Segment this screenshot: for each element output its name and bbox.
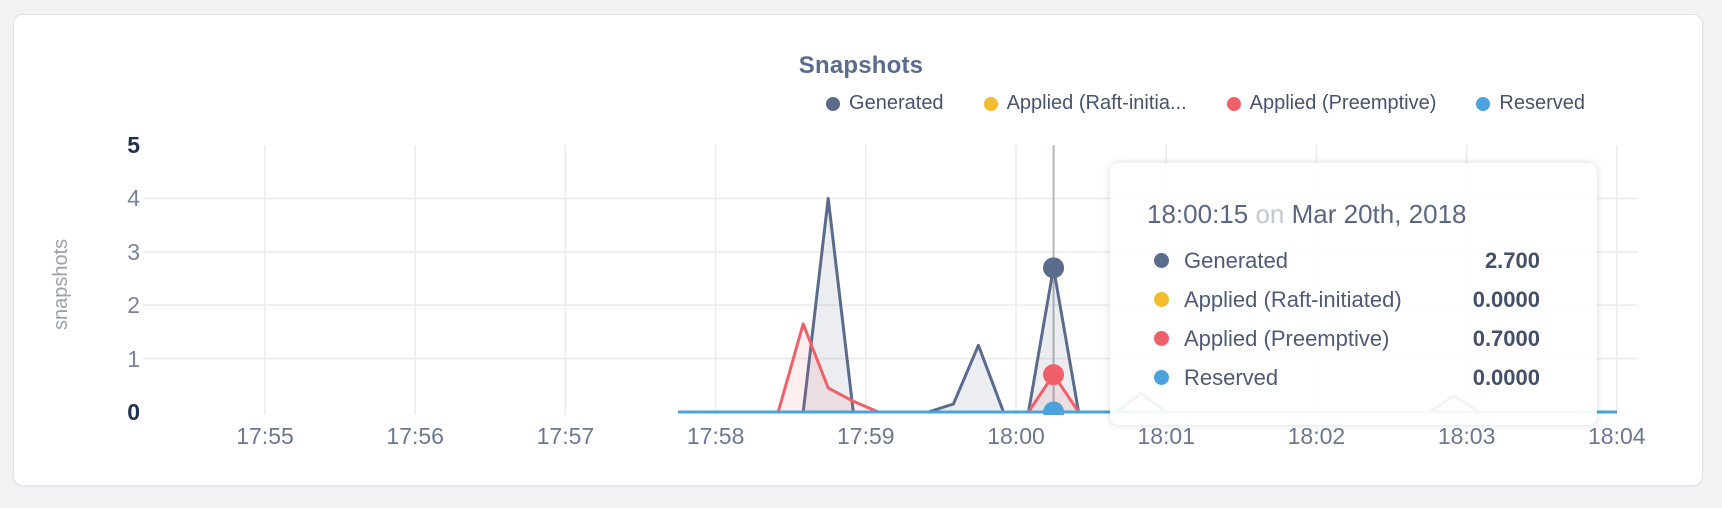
series-dot-icon bbox=[1154, 253, 1169, 268]
series-dot-icon bbox=[1154, 370, 1169, 385]
tooltip-series-value: 0.7000 bbox=[1472, 325, 1540, 351]
chart-tooltip: 18:00:15 on Mar 20th, 2018 Generated 2.70… bbox=[1110, 163, 1597, 425]
tooltip-time: 18:00:15 bbox=[1147, 199, 1249, 229]
y-tick-label: 5 bbox=[127, 132, 140, 158]
chart-title: Snapshots bbox=[798, 52, 924, 79]
tooltip-conjunction: on bbox=[1255, 199, 1285, 229]
x-tick-label: 18:04 bbox=[1588, 423, 1646, 449]
tooltip-series-value: 2.700 bbox=[1484, 247, 1540, 273]
x-tick-label: 18:03 bbox=[1437, 423, 1496, 449]
legend-item-label: Applied (Raft-initia... bbox=[1006, 92, 1187, 114]
chart-legend: Generated Applied (Raft-initia... Applied … bbox=[826, 92, 1585, 115]
tooltip-date: Mar 20th, 2018 bbox=[1291, 199, 1467, 229]
x-tick-label: 17:59 bbox=[837, 423, 895, 449]
x-tick-label: 17:58 bbox=[686, 423, 745, 449]
tooltip-series-label: Generated bbox=[1184, 247, 1288, 273]
tooltip-rows: Generated 2.700 Applied (Raft-initiated) 0.… bbox=[1147, 241, 1540, 397]
tooltip-row: Generated 2.700 bbox=[1147, 241, 1540, 280]
legend-swatch-icon bbox=[983, 96, 998, 111]
tooltip-series-value: 0.0000 bbox=[1472, 286, 1540, 312]
series-line-applied-preemptive- bbox=[678, 322, 1617, 414]
tooltip-row: Applied (Preemptive) 0.7000 bbox=[1147, 319, 1540, 358]
highlight-dot-applied-preemptive- bbox=[1043, 364, 1065, 386]
tooltip-row: Reserved 0.0000 bbox=[1147, 358, 1540, 397]
x-tick-label: 17:55 bbox=[236, 423, 294, 449]
legend-item-2[interactable]: Applied (Preemptive) bbox=[1226, 92, 1437, 115]
legend-swatch-icon bbox=[1476, 96, 1491, 111]
legend-swatch-icon bbox=[1226, 96, 1241, 111]
legend-item-label: Generated bbox=[849, 92, 944, 114]
x-tick-label: 18:00 bbox=[987, 423, 1045, 449]
legend-item-1[interactable]: Applied (Raft-initia... bbox=[983, 92, 1187, 115]
y-tick-label: 0 bbox=[127, 399, 140, 425]
legend-item-0[interactable]: Generated bbox=[826, 92, 944, 115]
tooltip-series-label: Reserved bbox=[1184, 364, 1279, 390]
y-tick-label: 2 bbox=[127, 292, 140, 319]
x-tick-label: 17:56 bbox=[386, 423, 444, 449]
tooltip-series-value: 0.0000 bbox=[1472, 364, 1540, 390]
tooltip-header: 18:00:15 on Mar 20th, 2018 bbox=[1147, 199, 1540, 229]
legend-swatch-icon bbox=[826, 96, 841, 111]
series-dot-icon bbox=[1154, 331, 1169, 346]
legend-item-label: Applied (Preemptive) bbox=[1249, 92, 1437, 114]
x-tick-label: 18:02 bbox=[1287, 423, 1346, 449]
y-tick-label: 3 bbox=[127, 238, 140, 265]
highlight-dot-generated bbox=[1043, 257, 1065, 279]
legend-item-label: Reserved bbox=[1499, 92, 1585, 114]
highlight-dot-reserved bbox=[1043, 401, 1065, 415]
y-tick-label: 1 bbox=[127, 345, 140, 372]
y-axis-title-text: snapshots bbox=[50, 238, 72, 330]
x-tick-label: 17:57 bbox=[536, 423, 595, 449]
y-tick-label: 4 bbox=[127, 185, 140, 212]
tooltip-series-label: Applied (Raft-initiated) bbox=[1184, 286, 1402, 312]
tooltip-series-label: Applied (Preemptive) bbox=[1184, 325, 1390, 351]
series-dot-icon bbox=[1154, 292, 1169, 307]
tooltip-row: Applied (Raft-initiated) 0.0000 bbox=[1147, 280, 1540, 319]
legend-item-3[interactable]: Reserved bbox=[1476, 92, 1585, 115]
x-tick-label: 18:01 bbox=[1137, 423, 1195, 449]
